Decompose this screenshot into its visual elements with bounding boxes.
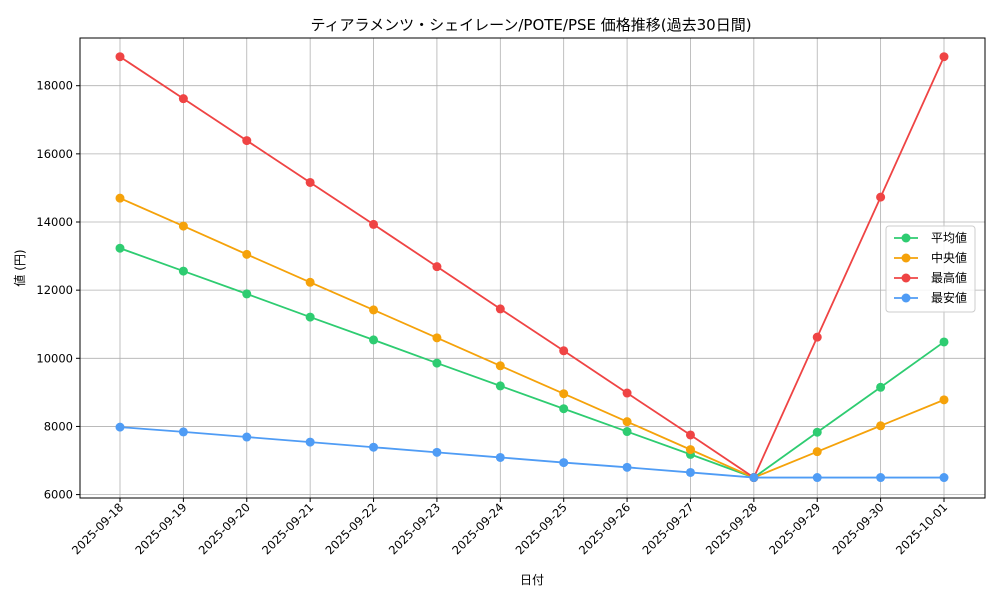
x-tick-label: 2025-09-20 [196, 500, 253, 557]
data-point [939, 337, 949, 347]
data-point [178, 94, 188, 104]
data-point [559, 389, 569, 399]
data-point [305, 312, 315, 322]
data-point [242, 249, 252, 259]
x-tick-label: 2025-09-27 [639, 500, 696, 557]
y-tick-label: 6000 [44, 488, 73, 502]
data-point [115, 193, 125, 203]
x-tick-label: 2025-09-25 [513, 500, 570, 557]
series-3 [115, 422, 949, 483]
data-point [812, 473, 822, 483]
legend-label: 最安値 [931, 290, 967, 305]
series-1 [115, 193, 949, 483]
data-point [369, 305, 379, 315]
data-point [495, 381, 505, 391]
data-point [812, 447, 822, 457]
data-point [432, 358, 442, 368]
x-axis-ticks: 2025-09-18 2025-09-19 2025-09-20 2025-09-21… [69, 498, 950, 557]
data-point [115, 52, 125, 62]
data-point [115, 243, 125, 253]
data-point [939, 52, 949, 62]
data-point [622, 417, 632, 427]
legend-label: 中央値 [931, 250, 967, 265]
data-point [559, 404, 569, 414]
y-tick-label: 14000 [36, 215, 73, 229]
data-point [432, 447, 442, 457]
x-tick-label: 2025-09-29 [766, 500, 823, 557]
data-point [178, 221, 188, 231]
data-point [242, 289, 252, 299]
y-axis-ticks: 6000 8000 10000 12000 14000 16000 18000 [36, 79, 80, 502]
series-2 [115, 52, 949, 483]
data-point [115, 422, 125, 432]
x-tick-label: 2025-09-22 [322, 500, 379, 557]
series-line [119, 426, 944, 479]
data-point [622, 388, 632, 398]
data-point [305, 277, 315, 287]
data-point [559, 346, 569, 356]
data-point [305, 437, 315, 447]
data-point [812, 332, 822, 342]
data-point [685, 467, 695, 477]
x-tick-label: 2025-09-30 [830, 500, 887, 557]
legend-label: 平均値 [931, 230, 967, 245]
x-tick-label: 2025-09-23 [386, 500, 443, 557]
data-point [685, 445, 695, 455]
series-line [119, 55, 945, 479]
data-point [685, 430, 695, 440]
y-tick-label: 18000 [36, 79, 73, 93]
data-point [432, 262, 442, 272]
chart-title: ティアラメンツ・シェイレーン/POTE/PSE 価格推移(過去30日間) [310, 16, 751, 34]
data-point [939, 473, 949, 483]
x-tick-label: 2025-09-26 [576, 500, 633, 557]
x-tick-label: 2025-09-18 [69, 500, 126, 557]
data-point [495, 452, 505, 462]
y-tick-label: 10000 [36, 351, 73, 365]
legend-box [885, 225, 976, 313]
data-point [495, 361, 505, 371]
data-point [876, 473, 886, 483]
data-point [242, 136, 252, 146]
y-tick-label: 12000 [36, 283, 73, 297]
y-tick-label: 16000 [36, 147, 73, 161]
y-axis-label: 値 (円) [12, 249, 27, 286]
legend-swatch-marker [901, 293, 911, 303]
series-0 [115, 243, 949, 483]
plot-frame [79, 37, 986, 499]
data-point [876, 192, 886, 202]
x-tick-label: 2025-09-21 [259, 500, 316, 557]
data-point [432, 333, 442, 343]
data-point [305, 177, 315, 187]
legend-label: 最高値 [931, 270, 967, 285]
x-tick-label: 2025-09-24 [449, 500, 506, 557]
x-tick-label: 2025-09-19 [132, 500, 189, 557]
series-layer [115, 52, 949, 483]
x-axis-label: 日付 [520, 573, 544, 587]
legend-swatch-marker [901, 233, 911, 243]
data-point [876, 382, 886, 392]
data-point [242, 432, 252, 442]
data-point [876, 421, 886, 431]
data-point [178, 427, 188, 437]
data-point [622, 427, 632, 437]
x-tick-label: 2025-09-28 [703, 500, 760, 557]
series-line [119, 197, 945, 479]
legend-swatch-marker [901, 273, 911, 283]
data-point [369, 335, 379, 345]
legend-swatch-marker [901, 253, 911, 263]
data-point [812, 427, 822, 437]
data-point [939, 395, 949, 405]
data-point [559, 458, 569, 468]
data-point [178, 266, 188, 276]
series-line [119, 247, 945, 479]
data-point [495, 304, 505, 314]
data-point [622, 462, 632, 472]
data-point [369, 442, 379, 452]
y-tick-label: 8000 [44, 419, 73, 433]
data-point [369, 219, 379, 229]
data-point [749, 473, 759, 483]
x-tick-label: 2025-10-01 [893, 500, 950, 557]
